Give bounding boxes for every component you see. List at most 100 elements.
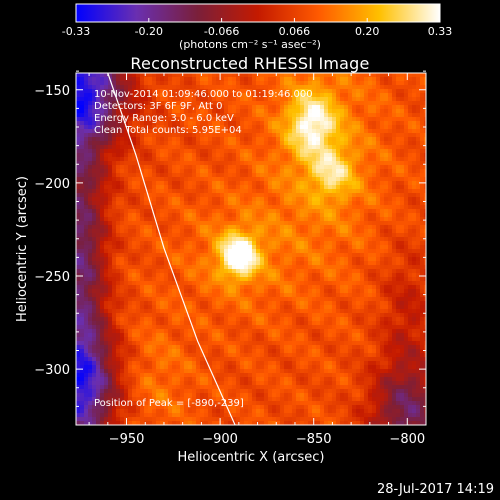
heatmap-cell — [84, 173, 89, 178]
heatmap-cell — [208, 245, 213, 250]
heatmap-cell — [100, 89, 105, 94]
heatmap-cell — [268, 213, 273, 218]
heatmap-cell — [104, 97, 109, 102]
colorbar — [75, 3, 441, 23]
heatmap-cell — [420, 213, 425, 218]
heatmap-cell — [192, 177, 197, 182]
heatmap-cell — [292, 165, 297, 170]
heatmap-cell — [172, 169, 177, 174]
heatmap-cell — [300, 225, 305, 230]
heatmap-cell — [400, 97, 405, 102]
heatmap-cell — [344, 221, 349, 226]
heatmap-cell — [180, 97, 185, 102]
heatmap-cell — [108, 157, 113, 162]
heatmap-cell — [160, 133, 165, 138]
heatmap-cell — [152, 161, 157, 166]
heatmap-cell — [424, 129, 426, 134]
heatmap-cell — [404, 221, 409, 226]
heatmap-cell — [204, 133, 209, 138]
heatmap-cell — [88, 197, 93, 202]
heatmap-cell — [136, 145, 141, 150]
heatmap-cell — [280, 269, 285, 274]
heatmap-cell — [380, 137, 385, 142]
heatmap-cell — [84, 77, 89, 82]
heatmap-cell — [192, 217, 197, 222]
heatmap-cell — [204, 105, 209, 110]
heatmap-cell — [124, 89, 129, 94]
heatmap-cell — [388, 285, 393, 290]
heatmap-cell — [332, 213, 337, 218]
heatmap-cell — [368, 265, 373, 270]
heatmap-cell — [296, 257, 301, 262]
heatmap-cell — [348, 257, 353, 262]
heatmap-cell — [304, 245, 309, 250]
heatmap-cell — [296, 185, 301, 190]
heatmap-cell — [284, 153, 289, 158]
heatmap-cell — [88, 281, 93, 286]
heatmap-cell — [172, 253, 177, 258]
heatmap-cell — [404, 281, 409, 286]
heatmap-cell — [348, 165, 353, 170]
heatmap-cell — [168, 185, 173, 190]
heatmap-cell — [96, 169, 101, 174]
heatmap-cell — [204, 153, 209, 158]
heatmap-cell — [88, 297, 93, 302]
heatmap-cell — [352, 121, 357, 126]
heatmap-cell — [344, 101, 349, 106]
heatmap-cell — [112, 249, 117, 254]
heatmap-cell — [312, 113, 317, 118]
heatmap-cell — [248, 205, 253, 210]
heatmap-cell — [316, 153, 321, 158]
heatmap-cell — [200, 273, 205, 278]
heatmap-cell — [392, 157, 397, 162]
heatmap-cell — [192, 97, 197, 102]
heatmap-cell — [252, 245, 257, 250]
heatmap-cell — [292, 237, 297, 242]
heatmap-cell — [416, 109, 421, 114]
heatmap-cell — [224, 237, 229, 242]
heatmap-cell — [260, 169, 265, 174]
heatmap-cell — [304, 233, 309, 238]
heatmap-cell — [132, 177, 137, 182]
heatmap-cell — [264, 197, 269, 202]
heatmap-cell — [84, 225, 89, 230]
heatmap-cell — [312, 185, 317, 190]
heatmap-cell — [384, 109, 389, 114]
heatmap-cell — [376, 197, 381, 202]
heatmap-cell — [296, 113, 301, 118]
heatmap-cell — [128, 193, 133, 198]
heatmap-cell — [292, 277, 297, 282]
heatmap-cell — [388, 201, 393, 206]
heatmap-cell — [148, 137, 153, 142]
heatmap-cell — [240, 97, 245, 102]
heatmap-cell — [112, 289, 117, 294]
heatmap-cell — [152, 149, 157, 154]
heatmap-cell — [372, 245, 377, 250]
heatmap-cell — [284, 133, 289, 138]
heatmap-cell — [200, 185, 205, 190]
heatmap-cell — [208, 249, 213, 254]
heatmap-cell — [76, 297, 81, 302]
heatmap-cell — [276, 233, 281, 238]
heatmap-cell — [200, 153, 205, 158]
heatmap-cell — [300, 257, 305, 262]
heatmap-cell — [272, 121, 277, 126]
heatmap-cell — [196, 109, 201, 114]
heatmap-cell — [248, 81, 253, 86]
heatmap-cell — [204, 241, 209, 246]
heatmap-cell — [200, 89, 205, 94]
heatmap-cell — [124, 121, 129, 126]
heatmap-cell — [272, 73, 277, 78]
heatmap-cell — [232, 169, 237, 174]
heatmap-cell — [292, 121, 297, 126]
heatmap-cell — [208, 229, 213, 234]
heatmap-cell — [108, 121, 113, 126]
heatmap-cell — [236, 269, 241, 274]
heatmap-cell — [364, 165, 369, 170]
heatmap-cell — [348, 229, 353, 234]
heatmap-cell — [240, 129, 245, 134]
heatmap-cell — [104, 193, 109, 198]
heatmap-cell — [408, 189, 413, 194]
heatmap-cell — [356, 237, 361, 242]
heatmap-cell — [152, 209, 157, 214]
